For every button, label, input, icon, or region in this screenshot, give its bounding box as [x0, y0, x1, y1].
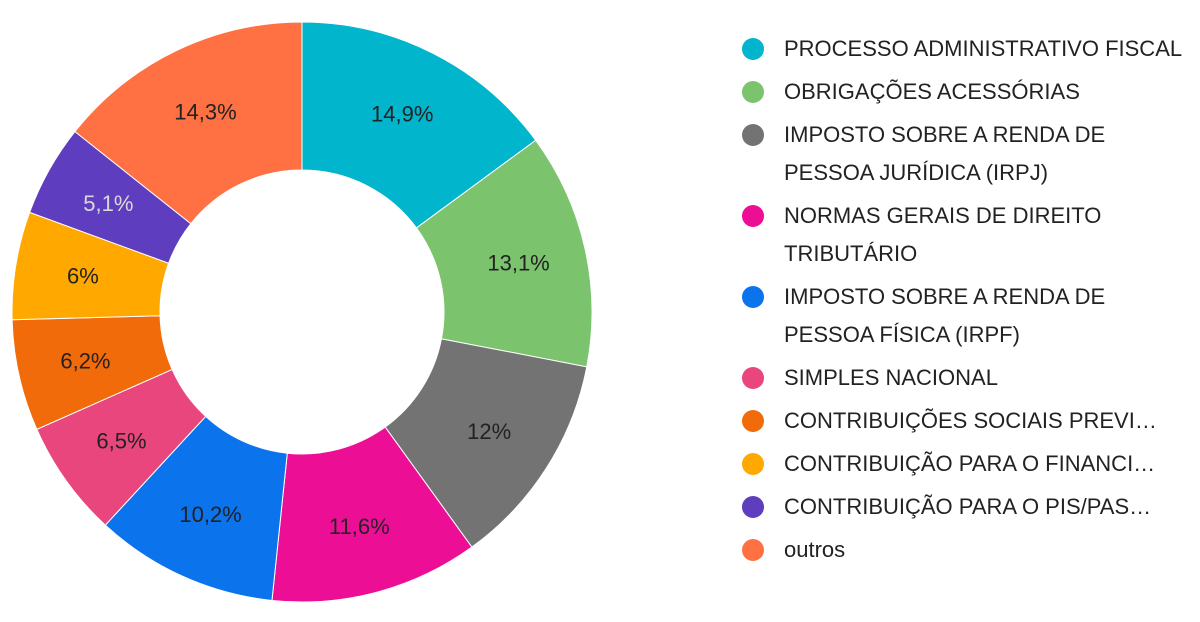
legend-item[interactable]: CONTRIBUIÇÃO PARA O FINANCI…: [742, 445, 1192, 483]
legend-color-swatch: [742, 81, 764, 103]
legend-color-swatch: [742, 367, 764, 389]
donut-chart: 14,9% 13,1% 12% 11,6% 10,2% 6,5% 6,2% 6% 5,1% 14,…: [11, 21, 593, 603]
slice-value-label: 14,3%: [174, 100, 236, 125]
slice-value-label: 10,2%: [179, 502, 241, 527]
legend-item[interactable]: CONTRIBUIÇÕES SOCIAIS PREVI…: [742, 402, 1192, 440]
legend-item[interactable]: NORMAS GERAIS DE DIREITO TRIBUTÁRIO: [742, 197, 1192, 273]
legend-color-swatch: [742, 205, 764, 227]
legend-color-swatch: [742, 38, 764, 60]
legend-color-swatch: [742, 453, 764, 475]
legend-item[interactable]: OBRIGAÇÕES ACESSÓRIAS: [742, 73, 1192, 111]
slice-value-label: 13,1%: [487, 251, 549, 276]
legend-label: OBRIGAÇÕES ACESSÓRIAS: [784, 79, 1080, 104]
donut-slice-10[interactable]: [74, 21, 303, 225]
legend-label: SIMPLES NACIONAL: [784, 365, 998, 390]
slice-value-label: 6%: [67, 264, 99, 289]
slice-value-label: 11,6%: [329, 514, 390, 539]
legend-item[interactable]: CONTRIBUIÇÃO PARA O PIS/PAS…: [742, 488, 1192, 526]
legend-label: IMPOSTO SOBRE A RENDA DE PESSOA JURÍDICA…: [784, 122, 1106, 185]
chart-legend: PROCESSO ADMINISTRATIVO FISCAL OBRIGAÇÕES…: [742, 30, 1192, 574]
slice-value-label: 6,2%: [60, 348, 110, 373]
slice-value-label: 12%: [467, 419, 511, 444]
legend-item[interactable]: PROCESSO ADMINISTRATIVO FISCAL: [742, 30, 1192, 68]
donut-slice-1[interactable]: [301, 21, 537, 229]
legend-color-swatch: [742, 124, 764, 146]
legend-color-swatch: [742, 539, 764, 561]
legend-item[interactable]: IMPOSTO SOBRE A RENDA DE PESSOA JURÍDICA…: [742, 116, 1192, 192]
legend-label: IMPOSTO SOBRE A RENDA DE PESSOA FÍSICA (…: [784, 284, 1106, 347]
legend-color-swatch: [742, 410, 764, 432]
donut-slice-2[interactable]: [415, 139, 593, 368]
slice-value-label: 14,9%: [371, 101, 433, 126]
legend-item[interactable]: SIMPLES NACIONAL: [742, 359, 1192, 397]
legend-label: CONTRIBUIÇÃO PARA O FINANCI…: [784, 451, 1156, 476]
legend-label: CONTRIBUIÇÕES SOCIAIS PREVI…: [784, 408, 1157, 433]
slice-value-label: 5,1%: [83, 191, 133, 216]
legend-label: NORMAS GERAIS DE DIREITO TRIBUTÁRIO: [784, 203, 1102, 266]
legend-label: outros: [784, 537, 846, 562]
donut-slice-3[interactable]: [384, 338, 588, 548]
legend-color-swatch: [742, 496, 764, 518]
legend-color-swatch: [742, 286, 764, 308]
legend-item[interactable]: outros: [742, 531, 1192, 569]
legend-label: CONTRIBUIÇÃO PARA O PIS/PAS…: [784, 494, 1152, 519]
slice-value-label: 6,5%: [96, 429, 146, 454]
legend-item[interactable]: IMPOSTO SOBRE A RENDA DE PESSOA FÍSICA (…: [742, 278, 1192, 354]
legend-label: PROCESSO ADMINISTRATIVO FISCAL: [784, 36, 1183, 61]
